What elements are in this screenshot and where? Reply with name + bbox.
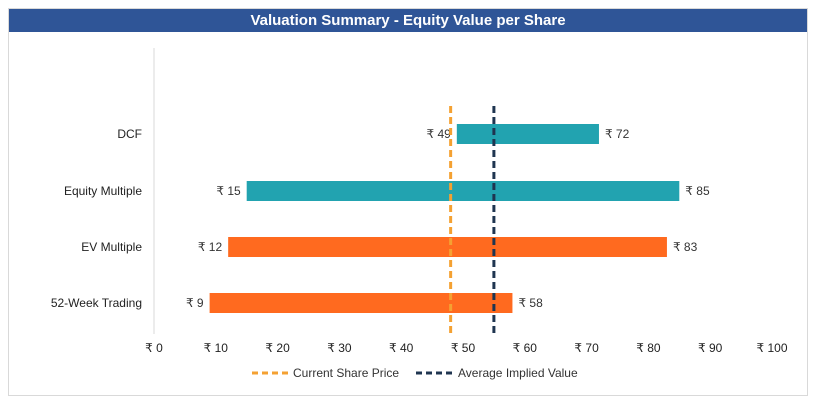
legend-label: Average Implied Value (458, 366, 578, 380)
category-label: EV Multiple (81, 240, 142, 254)
low-value-label: ₹ 49 (426, 127, 451, 141)
low-value-label: ₹ 9 (186, 296, 204, 310)
category-label: Equity Multiple (64, 184, 142, 198)
x-tick-label: ₹ 40 (389, 341, 414, 355)
range-bar (228, 237, 667, 257)
chart-frame (8, 8, 808, 396)
category-label: 52-Week Trading (51, 296, 142, 310)
high-value-label: ₹ 72 (605, 127, 630, 141)
low-value-label: ₹ 15 (216, 184, 241, 198)
x-tick-label: ₹ 60 (513, 341, 538, 355)
x-tick-label: ₹ 70 (574, 341, 599, 355)
x-tick-label: ₹ 80 (636, 341, 661, 355)
range-bar (209, 293, 513, 313)
category-label: DCF (117, 127, 142, 141)
low-value-label: ₹ 12 (198, 240, 223, 254)
range-bar (456, 124, 599, 144)
high-value-label: ₹ 85 (685, 184, 710, 198)
x-tick-label: ₹ 30 (327, 341, 352, 355)
high-value-label: ₹ 58 (518, 296, 543, 310)
range-bar (246, 181, 680, 201)
legend-label: Current Share Price (293, 366, 399, 380)
x-tick-label: ₹ 90 (698, 341, 723, 355)
x-tick-label: ₹ 0 (145, 341, 163, 355)
x-tick-label: ₹ 100 (757, 341, 788, 355)
high-value-label: ₹ 83 (673, 240, 698, 254)
x-tick-label: ₹ 10 (204, 341, 229, 355)
x-tick-label: ₹ 50 (451, 341, 476, 355)
x-tick-label: ₹ 20 (265, 341, 290, 355)
chart-title: Valuation Summary - Equity Value per Sha… (9, 9, 807, 32)
